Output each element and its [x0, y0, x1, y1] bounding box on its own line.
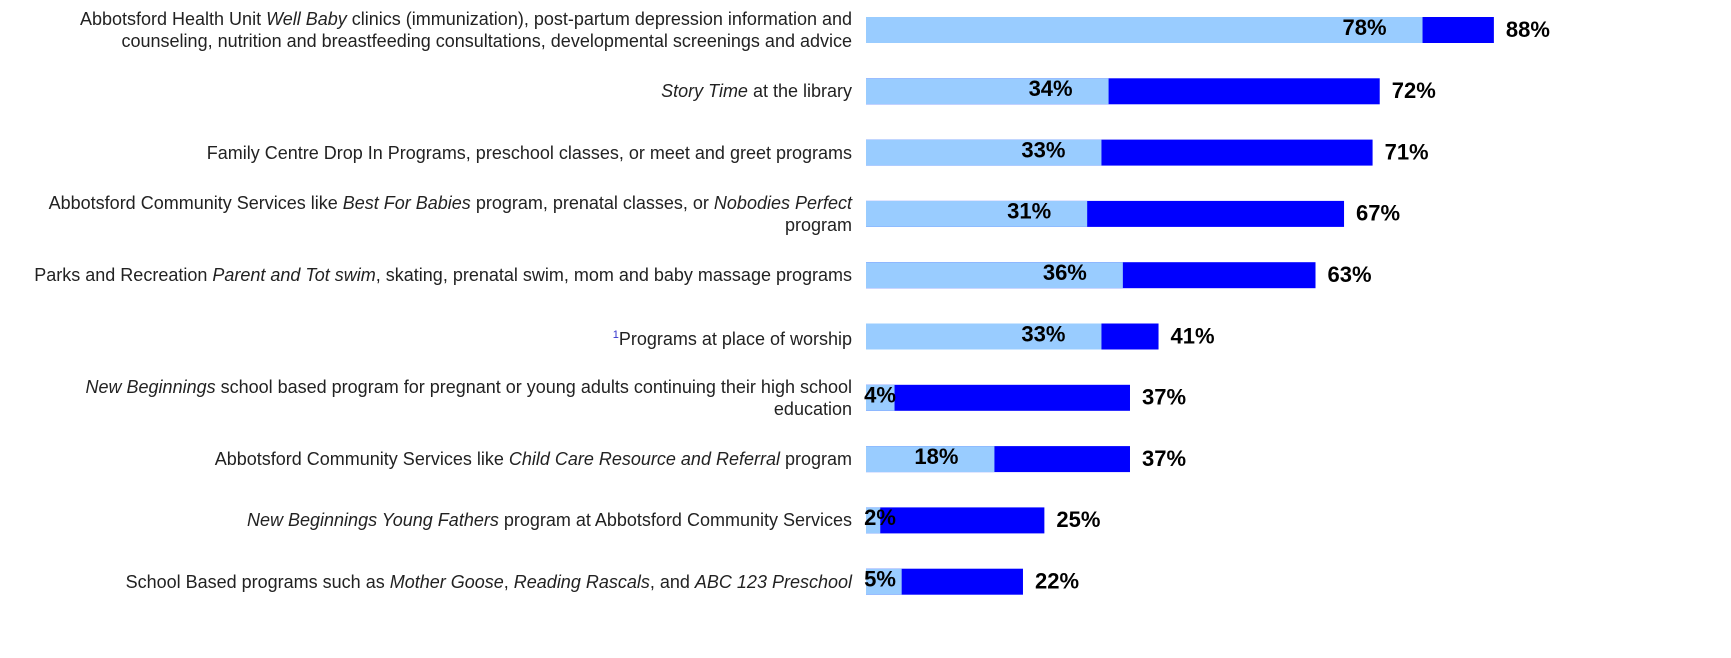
bar	[866, 78, 1109, 105]
label-text: Story Time at the library	[12, 80, 852, 102]
total-label: 63%	[1328, 262, 1372, 287]
label-text: School Based programs such as Mother Goo…	[12, 571, 852, 593]
label-run: at the library	[747, 81, 852, 102]
segment-label: 31%	[1007, 199, 1051, 224]
category-label: Abbotsford Health Unit Well Baby clinics…	[12, 0, 852, 60]
label-text: New Beginnings Young Fathers program at …	[12, 509, 852, 531]
label-text: Family Centre Drop In Programs, preschoo…	[12, 142, 852, 164]
label-run: Child Care Resource and Referral	[508, 449, 780, 470]
label-run: Programs at place of worship	[618, 328, 852, 349]
segment-label: 33%	[1021, 137, 1065, 162]
bar	[866, 200, 1088, 227]
label-run: Abbotsford Health Unit	[79, 9, 267, 29]
label-run: Family Centre Drop In Programs, preschoo…	[206, 142, 852, 163]
segment-label: 34%	[1029, 76, 1073, 101]
bar	[866, 507, 1045, 534]
category-label: Story Time at the library	[12, 61, 852, 121]
segment-label: 4%	[864, 383, 896, 408]
label-run: Parent and Tot swim	[212, 265, 376, 286]
total-label: 37%	[1142, 446, 1186, 471]
total-label: 72%	[1392, 78, 1436, 103]
total-label: 41%	[1171, 323, 1215, 348]
label-run: Well Baby	[266, 9, 347, 29]
label-text: 1Programs at place of worship	[12, 324, 852, 350]
category-label: Parks and Recreation Parent and Tot swim…	[12, 245, 852, 305]
label-run: Story Time	[661, 81, 748, 102]
bar	[866, 323, 1102, 350]
label-run: program	[784, 214, 852, 235]
bar	[866, 507, 881, 534]
label-run: Nobodies Perfect	[713, 192, 852, 213]
label-run: program	[779, 449, 852, 470]
total-label: 71%	[1385, 139, 1429, 164]
label-run: 1	[612, 328, 619, 341]
label-run: Reading Rascals	[513, 571, 650, 592]
label-run: school based program for pregnant or you…	[215, 376, 852, 419]
total-label: 22%	[1035, 569, 1079, 594]
segment-label: 18%	[914, 444, 958, 469]
label-run: , skating, prenatal swim, mom and baby m…	[375, 265, 852, 286]
label-run: program at Abbotsford Community Services	[498, 510, 852, 531]
label-run: School Based programs such as	[125, 571, 390, 592]
bar	[866, 17, 1423, 43]
segment-label: 36%	[1043, 260, 1087, 285]
label-run: New Beginnings Young Fathers	[247, 510, 499, 531]
segment-label: 5%	[864, 567, 896, 592]
bar	[866, 384, 895, 411]
label-text: Abbotsford Health Unit Well Baby clinics…	[12, 8, 852, 52]
label-run: ,	[503, 571, 514, 592]
label-run: Abbotsford Community Services like	[214, 449, 509, 470]
label-text: Abbotsford Community Services like Best …	[12, 192, 852, 236]
label-text: New Beginnings school based program for …	[12, 376, 852, 420]
segment-label: 33%	[1021, 321, 1065, 346]
total-label: 37%	[1142, 385, 1186, 410]
total-label: 88%	[1506, 17, 1550, 42]
segment-label: 78%	[1343, 15, 1387, 40]
label-run: ABC 123 Preschool	[694, 571, 852, 592]
label-run: Parks and Recreation	[34, 265, 213, 286]
category-label: Abbotsford Community Services like Child…	[12, 429, 852, 489]
total-label: 25%	[1056, 507, 1100, 532]
label-run: Best For Babies	[342, 192, 471, 213]
bar	[866, 384, 1130, 411]
label-text: Abbotsford Community Services like Child…	[12, 448, 852, 470]
category-label: Family Centre Drop In Programs, preschoo…	[12, 123, 852, 183]
label-run: Abbotsford Community Services like	[48, 192, 343, 213]
category-label: New Beginnings school based program for …	[12, 368, 852, 428]
label-text: Parks and Recreation Parent and Tot swim…	[12, 264, 852, 286]
bar	[866, 262, 1123, 289]
category-label: 1Programs at place of worship	[12, 307, 852, 367]
label-run: Mother Goose	[389, 571, 504, 592]
total-label: 67%	[1356, 201, 1400, 226]
category-label: School Based programs such as Mother Goo…	[12, 552, 852, 612]
category-label: New Beginnings Young Fathers program at …	[12, 490, 852, 550]
label-run: program, prenatal classes, or	[470, 192, 714, 213]
category-label: Abbotsford Community Services like Best …	[12, 184, 852, 244]
label-run: clinics (immunization), post-partum depr…	[121, 9, 852, 51]
bar	[866, 446, 995, 473]
bar	[866, 139, 1102, 166]
segment-label: 2%	[864, 505, 896, 530]
label-run: New Beginnings	[85, 376, 216, 397]
label-run: , and	[649, 571, 695, 592]
bar	[866, 568, 902, 595]
